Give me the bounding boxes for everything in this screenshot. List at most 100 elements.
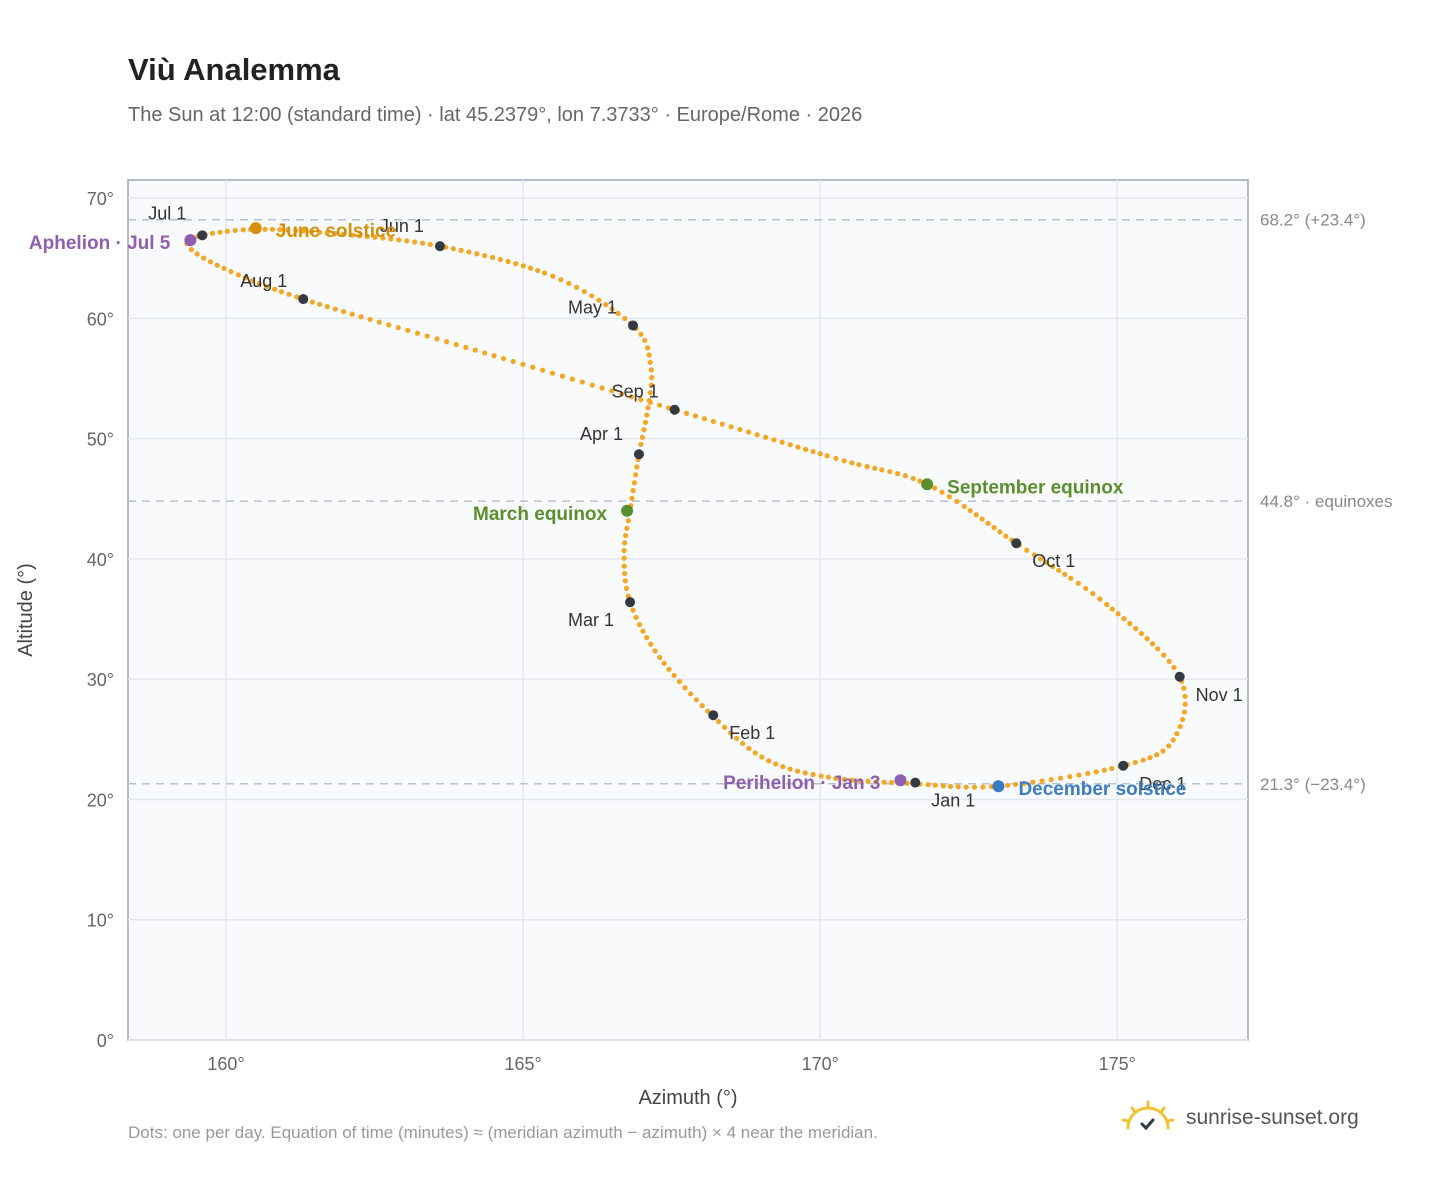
daily-dot [955,784,961,790]
daily-dot [619,391,625,397]
daily-dot [647,359,653,365]
daily-dot [946,494,953,500]
daily-dot [997,529,1003,535]
daily-dot [656,402,663,408]
daily-dot [865,778,871,784]
y-tick-label: 40° [87,550,114,570]
daily-dot [615,310,621,316]
daily-dot [589,293,595,299]
daily-dot [671,672,677,679]
month-marker [1118,760,1129,771]
reference-lines: 68.2° (+23.4°) 44.8° · equinoxes 21.3° (−2… [128,211,1393,794]
daily-dot [633,614,639,620]
daily-dot [574,284,580,290]
daily-dot [1030,779,1036,785]
sun-logo-icon [1121,1100,1175,1131]
month-label: May 1 [568,298,617,318]
daily-dot [341,308,347,315]
daily-dot [1149,641,1156,647]
daily-dot [1101,767,1107,773]
daily-dot [414,330,421,336]
daily-dot [262,226,268,232]
daily-dot [787,766,793,772]
daily-dot [954,498,960,505]
daily-dot [1109,606,1115,612]
event-label: Aphelion · Jul 5 [29,233,171,254]
daily-dot [1013,781,1019,788]
daily-dot [1121,616,1127,622]
daily-dot [864,464,870,470]
daily-dot [652,648,658,654]
daily-dot [642,419,649,425]
daily-dot [527,265,534,271]
daily-dot [939,489,945,495]
daily-dot [688,691,694,697]
daily-dot [466,249,472,255]
month-label: Apr 1 [580,424,623,444]
month-marker [628,320,639,331]
daily-dot [434,336,440,342]
daily-dot [857,778,863,784]
x-tick-label: 170° [802,1054,839,1074]
daily-dot [810,771,816,778]
daily-dot [1181,709,1187,715]
daily-dot [609,306,615,312]
daily-dot [599,385,605,391]
daily-dot [841,458,847,464]
daily-dot [424,333,430,339]
daily-dot [645,405,651,411]
daily-dot [1056,567,1062,574]
daily-dot [194,251,200,257]
daily-dot [405,327,411,334]
event-marker [621,504,634,517]
daily-dot [1075,580,1081,586]
daily-dot [520,361,526,367]
y-tick-label: 50° [87,430,114,450]
daily-dot [539,367,546,373]
daily-dot [427,241,433,248]
y-tick-label: 0° [97,1031,114,1051]
daily-dot [1133,625,1139,632]
y-tick-label: 70° [87,189,114,209]
daily-dot [316,229,323,235]
daily-dot [450,246,456,252]
daily-dot [309,299,315,305]
daily-dot [931,485,938,491]
chart-title: Viù Analemma [128,52,340,87]
daily-dot [638,396,644,403]
daily-dot [249,278,256,284]
month-label: Sep 1 [612,382,659,402]
daily-dot [1021,780,1027,787]
daily-dot [692,413,699,419]
daily-dot [833,775,839,781]
daily-dot [188,246,195,253]
daily-dot [961,503,967,510]
daily-dot [887,469,893,475]
daily-dot [357,233,363,239]
daily-dot [825,774,832,780]
daily-dot [510,358,516,365]
daily-dot [395,325,401,331]
brand[interactable]: sunrise-sunset.org [1120,1100,1359,1136]
y-tick-label: 30° [87,670,114,690]
daily-dot [622,570,628,577]
daily-dot [541,270,548,276]
daily-dot [644,412,650,418]
daily-dot [683,410,690,416]
daily-dot [841,776,847,783]
month-label: Mar 1 [568,610,614,630]
x-tick-label: 175° [1099,1054,1136,1074]
daily-dot [463,344,469,350]
daily-dot [872,465,878,471]
daily-dot [881,779,887,785]
daily-dot [902,473,908,479]
daily-dot [207,259,213,265]
daily-dot [715,718,722,725]
daily-dot [317,301,323,307]
daily-dot [589,382,595,388]
daily-dot [849,460,855,466]
daily-dot [458,247,464,253]
daily-dot [803,446,809,452]
daily-dot [1154,752,1160,758]
